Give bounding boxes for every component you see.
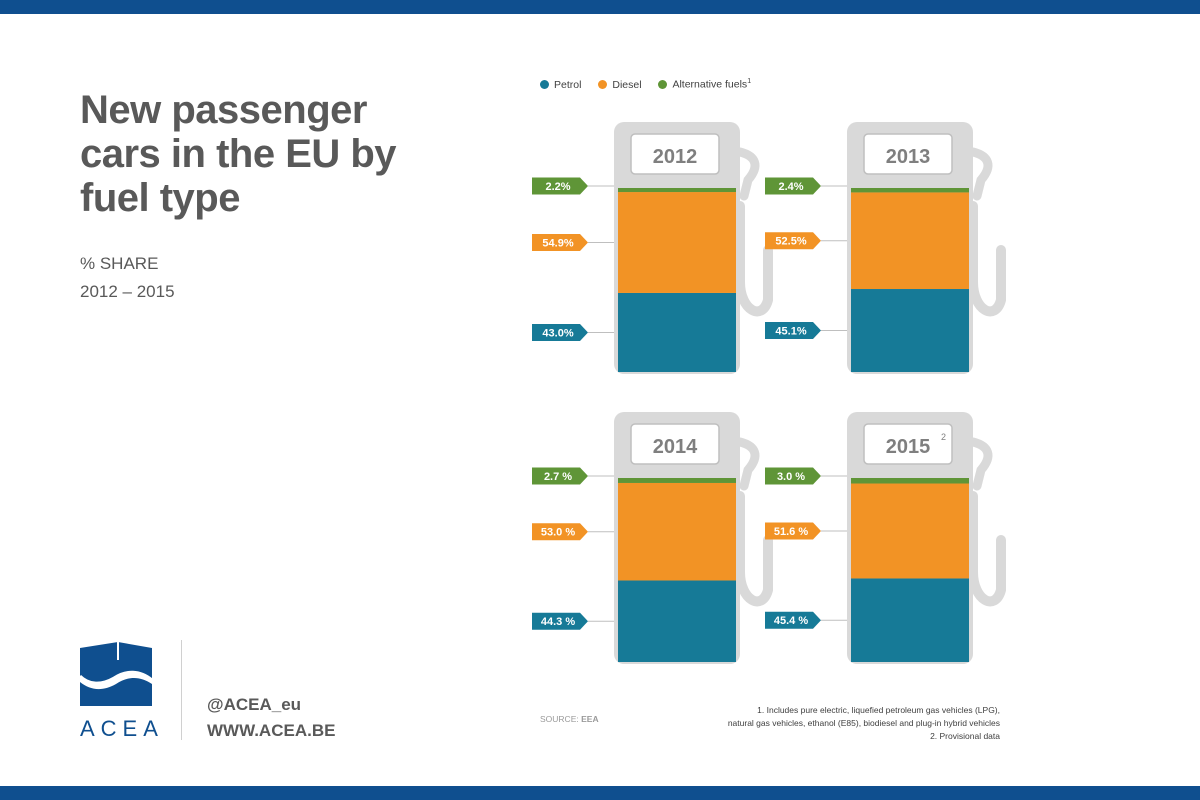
alternative-tag-2013 [765, 177, 821, 195]
contact-block: @ACEA_eu WWW.ACEA.BE [207, 692, 335, 744]
pump-nozzle-icon [735, 147, 760, 201]
petrol-value-2015: 45.4 % [774, 615, 808, 627]
diesel-segment-2013 [851, 192, 969, 290]
acea-logo-icon [78, 642, 153, 706]
diesel-segment-2012 [618, 192, 736, 293]
acea-logo-text: ACEA [80, 716, 164, 741]
legend-label-diesel: Diesel [612, 78, 642, 91]
legend-item-alternative: Alternative fuels1 [658, 78, 751, 91]
bottom-band [0, 786, 1200, 800]
diesel-value-2015: 51.6 % [774, 526, 808, 538]
pump-hose-icon [735, 201, 773, 317]
footnote-2: 2. Provisional data [930, 731, 1000, 741]
year-box [863, 133, 953, 175]
petrol-tag-2014 [532, 612, 588, 630]
diesel-tag-2013 [765, 232, 821, 250]
alternative-tag-2014 [532, 467, 588, 485]
diesel-value-2013: 52.5% [775, 236, 806, 248]
legend-label-alternative: Alternative fuels [672, 78, 748, 91]
pump-hose-icon [968, 491, 1006, 607]
pump-2013: 2013 45.1% 52.5% 2.4% [765, 122, 1006, 374]
pump-2012: 2012 43.0% 54.9% 2.2% [532, 122, 773, 374]
alternative-segment-2012 [618, 188, 736, 193]
year-box [863, 423, 953, 465]
petrol-tag-2013 [765, 322, 821, 340]
source-note: SOURCE: EEA [540, 714, 599, 724]
petrol-tag-2015 [765, 611, 821, 629]
subtitle-period: 2012 – 2015 [80, 282, 175, 301]
footnote-1a: 1. Includes pure electric, liquefied pet… [757, 705, 1000, 715]
alternative-dot-icon [658, 79, 668, 89]
pump-nozzle-icon [968, 437, 993, 491]
alternative-value-2014: 2.7 % [544, 471, 572, 483]
pump-hose-icon [968, 201, 1006, 317]
alternative-value-2012: 2.2% [545, 181, 570, 193]
year-label-2015: 2015 [886, 436, 931, 458]
petrol-segment-2012 [618, 292, 736, 372]
year-label-2014: 2014 [653, 436, 698, 458]
year-label-2012: 2012 [653, 146, 698, 168]
alternative-segment-2015 [851, 478, 969, 484]
legend-item-diesel: Diesel [598, 78, 642, 91]
acea-logo [78, 640, 158, 744]
petrol-segment-2015 [851, 578, 969, 662]
source-value: EEA [581, 714, 599, 724]
alternative-tag-2015 [765, 467, 821, 485]
pump-hose-icon [735, 491, 773, 607]
diesel-dot-icon [598, 79, 608, 89]
legend-footnote-marker: 1 [747, 78, 752, 85]
page-title: New passenger cars in the EU by fuel typ… [80, 88, 397, 220]
footnote-1b: natural gas vehicles, ethanol (E85), bio… [727, 718, 1000, 728]
alternative-segment-2014 [618, 478, 736, 483]
petrol-dot-icon [540, 79, 549, 89]
footer-divider [181, 640, 182, 740]
year-note-2015: 2 [941, 432, 946, 442]
legend-label-petrol: Petrol [554, 78, 582, 91]
pump-2014: 2014 44.3 % 53.0 % 2.7 % [532, 412, 773, 664]
subtitle-unit: % SHARE [80, 254, 159, 273]
diesel-segment-2015 [851, 483, 969, 579]
alternative-segment-2013 [851, 188, 969, 193]
alternative-tag-2012 [532, 177, 588, 195]
diesel-tag-2014 [532, 523, 588, 541]
petrol-value-2012: 43.0% [542, 327, 573, 339]
footnotes: 1. Includes pure electric, liquefied pet… [728, 704, 1000, 743]
alternative-value-2013: 2.4% [778, 181, 803, 193]
year-box [630, 133, 720, 175]
year-box [630, 423, 720, 465]
top-band [0, 0, 1200, 14]
petrol-tag-2012 [532, 323, 588, 341]
legend: Petrol Diesel Alternative fuels1 [540, 78, 765, 91]
diesel-value-2014: 53.0 % [541, 527, 575, 539]
diesel-tag-2012 [532, 234, 588, 252]
pump-2015: 2015 2 45.4 % 51.6 % 3.0 % [765, 412, 1006, 664]
pump-nozzle-icon [968, 147, 993, 201]
petrol-value-2014: 44.3 % [541, 616, 575, 628]
diesel-tag-2015 [765, 522, 821, 540]
website-link[interactable]: WWW.ACEA.BE [207, 721, 336, 740]
diesel-segment-2014 [618, 482, 736, 581]
pump-nozzle-icon [735, 437, 760, 491]
legend-item-petrol: Petrol [540, 79, 581, 91]
petrol-segment-2013 [851, 289, 969, 372]
petrol-value-2013: 45.1% [775, 326, 806, 338]
twitter-handle[interactable]: @ACEA_eu [207, 695, 302, 714]
source-label: SOURCE: [540, 714, 579, 724]
subtitle: % SHARE 2012 – 2015 [80, 250, 175, 306]
year-label-2013: 2013 [886, 146, 931, 168]
petrol-segment-2014 [618, 580, 736, 662]
alternative-value-2015: 3.0 % [777, 471, 805, 483]
diesel-value-2012: 54.9% [542, 238, 573, 250]
